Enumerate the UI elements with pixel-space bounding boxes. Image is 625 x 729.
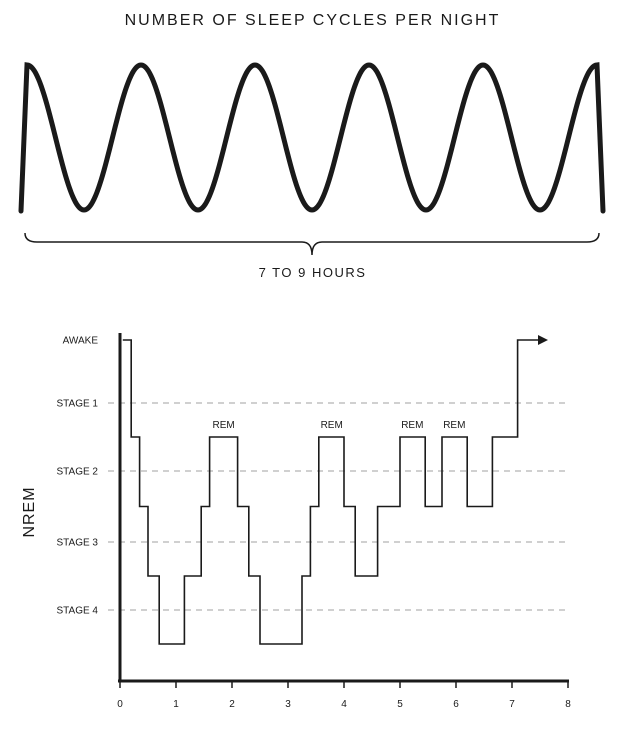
x-tick-label: 1	[173, 699, 179, 710]
x-tick-label: 2	[229, 699, 235, 710]
rem-label: REM	[212, 420, 234, 431]
level-label-stage-1: STAGE 1	[57, 399, 99, 410]
level-label-awake: AWAKE	[63, 336, 99, 347]
sleep-cycle-wave	[18, 62, 606, 214]
rem-label: REM	[443, 420, 465, 431]
rem-label: REM	[321, 420, 343, 431]
level-label-stage-4: STAGE 4	[57, 606, 99, 617]
x-tick-label: 7	[509, 699, 515, 710]
x-tick-label: 4	[341, 699, 347, 710]
x-tick-label: 8	[565, 699, 571, 710]
arrow-head	[538, 335, 548, 345]
y-axis-title: NREM	[21, 486, 38, 537]
stage-labels: AWAKE STAGE 1 STAGE 2 STAGE 3 STAGE 4	[57, 336, 99, 617]
rem-label: REM	[401, 420, 423, 431]
stage-gridlines	[108, 402, 568, 611]
hypnogram-line	[122, 339, 540, 645]
level-label-stage-2: STAGE 2	[57, 467, 99, 478]
x-tick-label: 5	[397, 699, 403, 710]
level-label-stage-3: STAGE 3	[57, 538, 99, 549]
x-tick-label: 6	[453, 699, 459, 710]
duration-label: 7 TO 9 HOURS	[258, 265, 367, 280]
duration-brace	[24, 232, 600, 256]
x-tick-label: 0	[117, 699, 123, 710]
x-axis-ticks: 0 1 2 3 4 5 6 7 8	[117, 681, 571, 710]
rem-labels: REM REM REM REM	[212, 420, 465, 431]
diagram-title: NUMBER OF SLEEP CYCLES PER NIGHT	[124, 12, 501, 29]
x-tick-label: 3	[285, 699, 291, 710]
